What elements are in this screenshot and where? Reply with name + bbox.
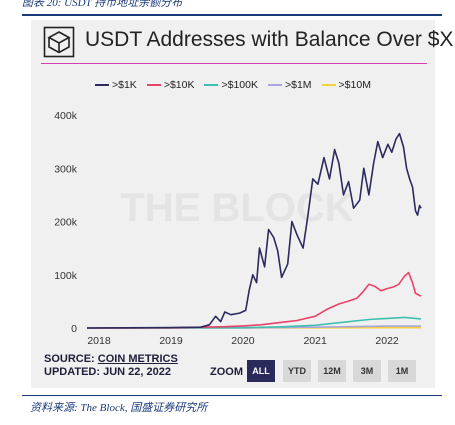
legend-label: >$1K bbox=[112, 79, 137, 91]
series-line-1k bbox=[86, 132, 422, 329]
chart-title: USDT Addresses with Balance Over $X bbox=[85, 28, 454, 51]
legend-item[interactable]: >$1K bbox=[95, 79, 137, 91]
legend-item[interactable]: >$10M bbox=[321, 79, 371, 91]
x-tick-label: 2019 bbox=[159, 335, 183, 347]
legend-label: >$100K bbox=[221, 79, 258, 91]
x-tick-label: 2020 bbox=[231, 335, 255, 347]
x-tick-label: 2018 bbox=[87, 335, 111, 347]
chart-header: USDT Addresses with Balance Over $X bbox=[31, 20, 453, 64]
bottom-divider bbox=[22, 395, 442, 396]
document-caption: 图表 20: USDT 持币地址余额分布 bbox=[22, 0, 183, 9]
coin-metrics-link[interactable]: COIN METRICS bbox=[97, 353, 178, 365]
legend-swatch bbox=[95, 84, 109, 86]
zoom-button-1m[interactable]: 1M bbox=[388, 360, 416, 382]
zoom-label: ZOOM bbox=[210, 366, 243, 378]
legend-label: >$1M bbox=[284, 79, 312, 91]
x-tick-label: 2022 bbox=[375, 335, 399, 347]
legend-swatch bbox=[267, 84, 282, 86]
zoom-button-ytd[interactable]: YTD bbox=[283, 360, 311, 382]
series-line-10k bbox=[86, 271, 422, 329]
the-block-cube-icon bbox=[43, 26, 75, 58]
y-tick-label: 400k bbox=[54, 110, 78, 122]
source-prefix: SOURCE: bbox=[44, 353, 98, 365]
legend-item[interactable]: >$10K bbox=[146, 79, 195, 91]
zoom-button-3m[interactable]: 3M bbox=[353, 360, 381, 382]
series-line-100k bbox=[86, 316, 422, 329]
y-tick-label: 300k bbox=[54, 163, 78, 175]
zoom-button-all[interactable]: ALL bbox=[247, 360, 275, 382]
updated-date: UPDATED: JUN 22, 2022 bbox=[44, 366, 171, 378]
y-tick-label: 0 bbox=[71, 323, 77, 335]
y-tick-label: 100k bbox=[54, 270, 78, 282]
title-divider bbox=[41, 63, 427, 64]
chart-legend: >$1K >$10K >$100K >$1M >$10M bbox=[95, 79, 371, 91]
plot-area: THE BLOCK 0 100k 200k 300k 400k 2018 2019 2020… bbox=[54, 110, 422, 347]
x-tick-label: 2021 bbox=[303, 335, 327, 347]
legend-item[interactable]: >$1M bbox=[267, 79, 312, 91]
legend-label: >$10K bbox=[163, 79, 195, 91]
legend-swatch bbox=[204, 84, 219, 86]
source-block: SOURCE: COIN METRICS UPDATED: JUN 22, 20… bbox=[44, 353, 178, 379]
legend-item[interactable]: >$100K bbox=[204, 79, 258, 91]
zoom-button-12m[interactable]: 12M bbox=[318, 360, 346, 382]
watermark-text: THE BLOCK bbox=[120, 186, 353, 230]
legend-swatch bbox=[321, 84, 336, 86]
y-tick-label: 200k bbox=[54, 217, 78, 229]
source-note: 资料来源: The Block, 国盛证券研究所 bbox=[30, 402, 208, 414]
legend-label: >$10M bbox=[338, 79, 371, 91]
top-divider bbox=[22, 14, 442, 16]
chart-card: USDT Addresses with Balance Over $X >$1K… bbox=[31, 20, 453, 388]
legend-swatch bbox=[146, 84, 161, 86]
